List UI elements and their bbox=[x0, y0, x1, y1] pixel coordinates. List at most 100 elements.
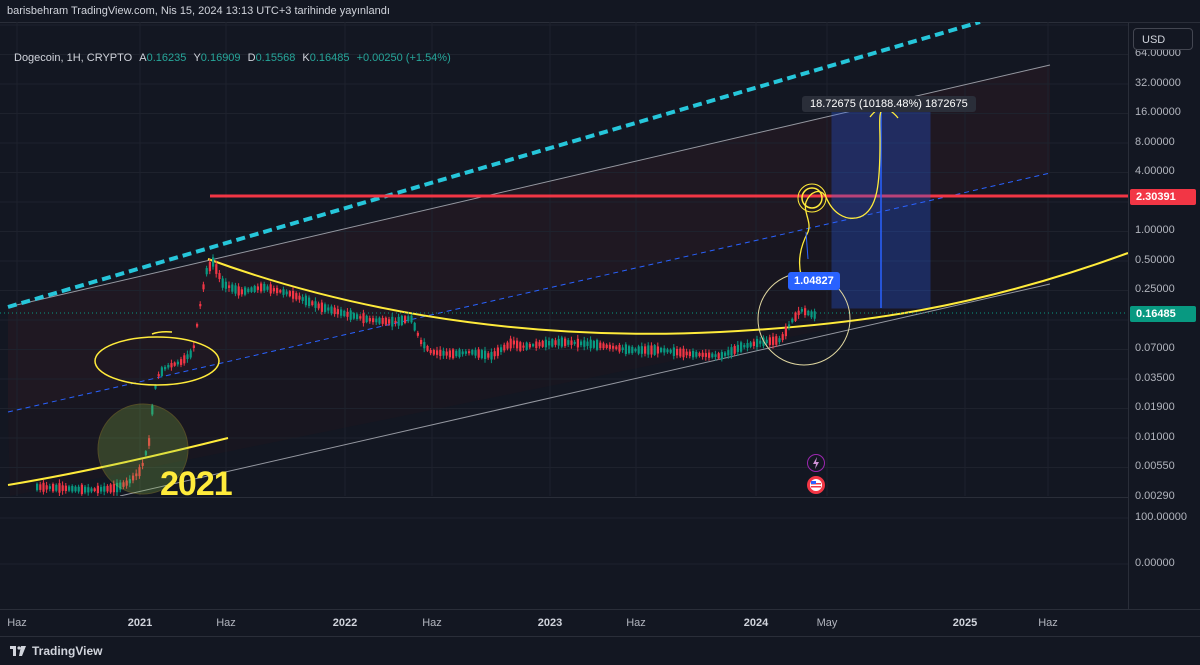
candle-body bbox=[496, 347, 499, 356]
candle-body bbox=[528, 343, 531, 348]
main-chart-pane[interactable]: Dogecoin, 1H, CRYPTO A0.16235 Y0.16909 D… bbox=[0, 22, 1128, 496]
lightning-event-icon[interactable] bbox=[807, 454, 825, 472]
candle-body bbox=[180, 359, 183, 365]
candle-body bbox=[570, 340, 573, 345]
candle-body bbox=[727, 350, 730, 356]
candle-body bbox=[484, 350, 487, 359]
price-tick-label: 0.25000 bbox=[1135, 283, 1175, 295]
candle-body bbox=[340, 309, 343, 316]
candle-body bbox=[237, 286, 240, 296]
long-term-trend-line bbox=[7, 22, 981, 309]
candle-body bbox=[397, 316, 400, 326]
handdrawn-target-circle-inner bbox=[797, 183, 827, 213]
last-price-tag: 0.16485 bbox=[1130, 306, 1196, 322]
candle-body bbox=[634, 348, 637, 352]
low-value: 0.15568 bbox=[255, 52, 296, 64]
candle-body bbox=[708, 352, 711, 358]
candle-body bbox=[685, 351, 688, 356]
candle-body bbox=[656, 346, 659, 354]
time-tick-label: May bbox=[816, 617, 838, 629]
candle-body bbox=[704, 353, 707, 357]
candle-body bbox=[266, 286, 269, 290]
candle-body bbox=[189, 350, 192, 358]
candle-body bbox=[39, 484, 42, 490]
candle-body bbox=[746, 343, 749, 348]
candle-body bbox=[666, 349, 669, 353]
channel-lower-fill bbox=[8, 173, 1050, 496]
candle-body bbox=[733, 345, 736, 354]
candle-body bbox=[391, 316, 394, 327]
candle-body bbox=[647, 345, 650, 355]
price-axis[interactable]: 64.00000 32.00000 16.00000 8.00000 4.00000 2.… bbox=[1128, 22, 1200, 609]
candle-body bbox=[765, 339, 768, 344]
candle-body bbox=[413, 322, 416, 331]
candle-body bbox=[352, 313, 355, 319]
us-flag-event-icon[interactable] bbox=[807, 476, 825, 494]
candle-body bbox=[311, 301, 314, 306]
candle-body bbox=[212, 257, 215, 267]
time-tick-label: Haz bbox=[422, 617, 442, 629]
price-tick-label: 16.00000 bbox=[1135, 106, 1181, 118]
candle-body bbox=[244, 287, 247, 295]
time-tick-label: 2024 bbox=[743, 617, 769, 629]
price-tick-label: 0.50000 bbox=[1135, 253, 1175, 266]
candle-body bbox=[468, 351, 471, 354]
price-chart[interactable] bbox=[0, 22, 1128, 496]
handdrawn-target-circle bbox=[801, 187, 823, 209]
candle-body bbox=[365, 315, 368, 323]
candle-body bbox=[781, 334, 784, 341]
candle-body bbox=[52, 483, 55, 492]
candle-body bbox=[669, 349, 672, 353]
brand[interactable]: TradingView bbox=[10, 644, 102, 658]
price-note-label[interactable]: 1.04827 bbox=[788, 272, 840, 290]
candle-body bbox=[788, 324, 791, 327]
candle-body bbox=[224, 281, 227, 289]
candle-body bbox=[509, 338, 512, 349]
candle-body bbox=[58, 483, 61, 493]
channel-upper-fill bbox=[8, 65, 1050, 412]
time-axis[interactable]: Haz 2021 Haz 2022 Haz 2023 Haz 2024 May 2025 Haz bbox=[0, 609, 1200, 636]
highlight-circle-2021 bbox=[97, 403, 189, 495]
candle-body bbox=[90, 488, 93, 492]
candle-body bbox=[176, 361, 179, 365]
candle-body bbox=[448, 350, 451, 358]
candle-body bbox=[740, 342, 743, 352]
currency-button[interactable]: USD bbox=[1133, 28, 1193, 50]
time-tick-label: Haz bbox=[626, 617, 646, 629]
candle-body bbox=[400, 315, 403, 326]
candle-body bbox=[717, 353, 720, 359]
candle-body bbox=[298, 295, 301, 300]
price-tick-label: 0.00290 bbox=[1135, 489, 1175, 502]
candle-body bbox=[228, 285, 231, 288]
candle-body bbox=[240, 289, 243, 295]
price-tick-label: 0.00550 bbox=[1135, 460, 1175, 472]
candle-body bbox=[420, 339, 423, 345]
time-tick-label: 2021 bbox=[127, 617, 153, 629]
candle-body bbox=[407, 316, 410, 322]
candle-body bbox=[429, 350, 432, 354]
candle-body bbox=[279, 290, 282, 293]
candle-body bbox=[560, 337, 563, 347]
candle-body bbox=[359, 316, 362, 319]
candle-body bbox=[269, 284, 272, 294]
candle-body bbox=[621, 347, 624, 351]
candle-body bbox=[583, 340, 586, 347]
change-value: +0.00250 (+1.54%) bbox=[356, 52, 451, 64]
measure-label[interactable]: 18.72675 (10188.48%) 1872675 bbox=[802, 96, 976, 112]
candle-body bbox=[362, 313, 365, 324]
brand-name: TradingView bbox=[32, 644, 103, 658]
candle-body bbox=[512, 340, 515, 345]
candle-body bbox=[138, 467, 141, 477]
candle-body bbox=[596, 339, 599, 350]
indicator-tick-label: 100.00000 bbox=[1135, 511, 1187, 523]
candle-body bbox=[208, 261, 211, 272]
candle-body bbox=[525, 342, 528, 350]
candle-body bbox=[55, 484, 58, 491]
candle-body bbox=[461, 351, 464, 355]
year-annotation[interactable]: 2021 bbox=[160, 465, 233, 496]
candle-body bbox=[260, 283, 263, 292]
candle-body bbox=[749, 342, 752, 347]
indicator-pane[interactable] bbox=[0, 497, 1128, 610]
candle-body bbox=[330, 306, 333, 314]
candle-body bbox=[592, 341, 595, 348]
